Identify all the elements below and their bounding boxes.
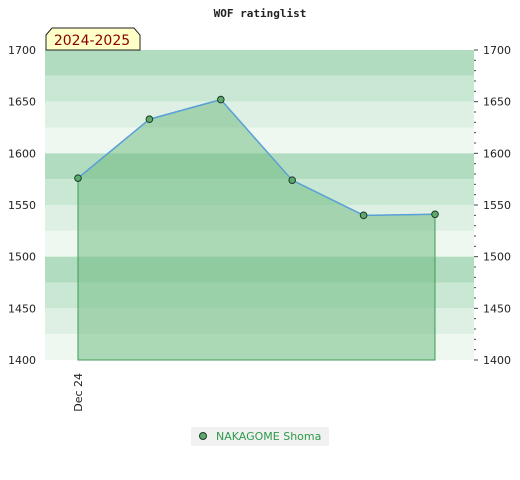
y-tick-label-right: 1500 bbox=[483, 251, 511, 264]
y-tick-label-left: 1450 bbox=[8, 302, 36, 315]
rating-point bbox=[145, 115, 154, 124]
season-label: 2024-2025 bbox=[54, 33, 130, 49]
background-band bbox=[45, 50, 474, 76]
y-tick-label-left: 1550 bbox=[8, 199, 36, 212]
chart-title: WOF ratinglist bbox=[214, 7, 307, 20]
y-tick-label-left: 1650 bbox=[8, 96, 36, 109]
background-band bbox=[45, 101, 474, 128]
y-tick-label-left: 1400 bbox=[8, 354, 36, 367]
legend-series-name: NAKAGOME Shoma bbox=[216, 430, 321, 443]
season-badge-shape bbox=[45, 27, 141, 51]
x-axis: Dec 24 bbox=[72, 373, 85, 412]
background-band bbox=[45, 75, 474, 102]
y-tick-label-left: 1500 bbox=[8, 251, 36, 264]
y-tick-label-right: 1400 bbox=[483, 354, 511, 367]
rating-point bbox=[359, 211, 368, 220]
y-tick-label-right: 1700 bbox=[483, 44, 511, 57]
y-tick-label-right: 1450 bbox=[483, 302, 511, 315]
legend-marker-icon bbox=[199, 432, 207, 440]
y-axis-right: 1400 1450 1500 1550 1600 1650 1700 bbox=[474, 44, 511, 367]
y-tick-label-right: 1650 bbox=[483, 96, 511, 109]
rating-point bbox=[288, 176, 297, 184]
legend-box bbox=[191, 427, 329, 446]
rating-point bbox=[217, 95, 225, 104]
rating-points bbox=[74, 95, 439, 220]
y-tick-label-right: 1550 bbox=[483, 199, 511, 212]
rating-line bbox=[77, 98, 436, 217]
y-axis-left: 1400 1450 1500 1550 1600 1650 1700 bbox=[8, 44, 36, 367]
x-tick-label: Dec 24 bbox=[72, 373, 85, 412]
rating-point bbox=[431, 210, 439, 219]
rating-point bbox=[74, 174, 82, 182]
season-badge: 2024-2025 bbox=[45, 27, 141, 51]
legend: NAKAGOME Shoma bbox=[191, 427, 329, 446]
rating-line-path bbox=[77, 98, 436, 217]
y-tick-label-right: 1600 bbox=[483, 147, 511, 160]
y-tick-label-left: 1600 bbox=[8, 147, 36, 160]
y-tick-label-left: 1700 bbox=[8, 44, 36, 57]
